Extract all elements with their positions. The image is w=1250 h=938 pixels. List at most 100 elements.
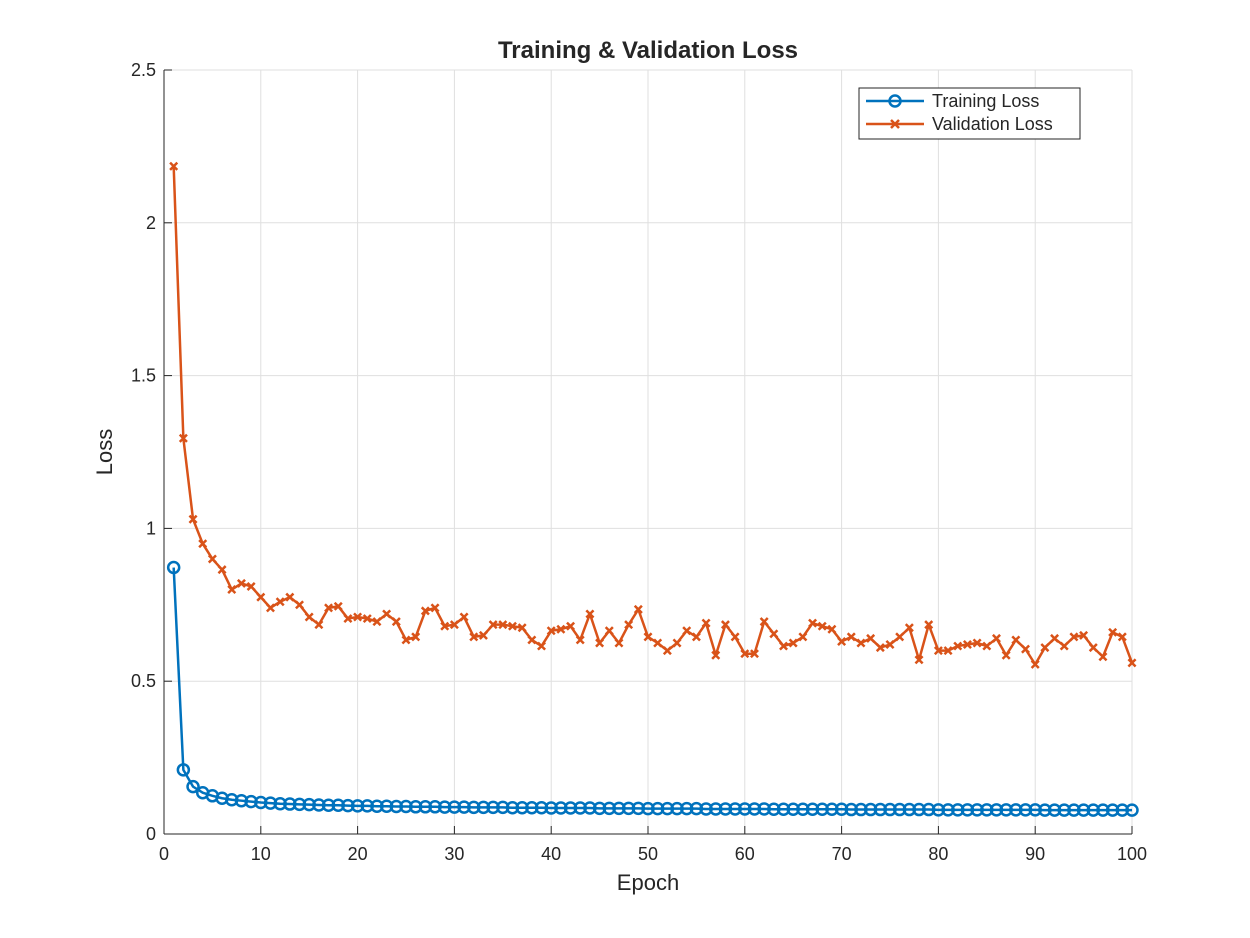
data-point-cross [895,632,905,642]
series-line [172,166,1134,666]
data-point-cross [808,618,818,628]
data-point-cross [595,638,605,648]
data-point-circle [1125,803,1139,817]
data-point-circle [563,801,578,815]
data-point-cross [933,646,943,656]
data-point-circle [1047,803,1062,817]
data-point-cross [304,612,314,622]
data-point-cross [362,614,372,624]
data-point-cross [198,539,208,549]
data-point-cross [391,617,401,627]
data-point-circle [1067,803,1081,817]
data-point-circle [999,803,1013,817]
data-point-cross [885,640,895,650]
data-point-cross [1059,641,1069,651]
data-point-cross [556,624,566,634]
data-point-circle [312,798,326,812]
data-point-circle [641,801,655,816]
data-point-circle [970,803,984,817]
data-point-cross [353,612,363,622]
legend-label-training: Training Loss [932,91,1039,111]
data-series [166,161,1139,817]
x-tick-label: 90 [1025,844,1045,864]
data-point-circle [921,802,936,817]
data-point-cross [585,609,595,619]
grid-lines [164,69,1133,834]
chart-title: Training & Validation Loss [498,37,798,64]
data-point-circle [1105,803,1120,817]
data-point-cross [236,578,246,588]
data-point-circle [989,803,1004,817]
legend-item-validation: Validation Loss [866,114,1053,134]
series-training [166,560,1139,817]
data-point-cross [982,641,992,651]
data-point-cross [449,620,459,630]
data-point-circle [515,800,529,815]
data-point-cross [478,630,488,640]
data-point-cross [643,632,653,642]
data-point-circle [418,800,433,814]
y-tick-label: 2.5 [131,60,156,80]
data-point-cross [740,649,750,659]
data-point-circle [892,802,907,817]
data-point-circle [186,779,200,794]
data-point-circle [1018,803,1033,817]
data-point-cross [1098,652,1108,662]
data-point-cross [188,514,198,524]
data-point-circle [1115,803,1130,817]
data-point-circle [428,800,442,814]
data-point-cross [430,603,440,613]
data-point-cross [314,620,324,630]
data-point-cross [953,641,963,651]
data-point-cross [827,624,837,634]
x-tick-label: 50 [638,844,658,864]
data-point-cross [604,626,614,636]
data-point-cross [324,603,334,613]
y-tick-label: 1 [146,518,156,538]
data-point-circle [467,800,481,815]
data-point-cross [1050,633,1060,643]
data-point-cross [730,632,740,642]
y-tick-label: 0.5 [131,671,156,691]
data-point-circle [476,800,491,815]
x-tick-label: 30 [444,844,464,864]
data-point-circle [612,801,626,816]
data-point-cross [265,603,275,613]
data-point-cross [517,623,527,633]
data-point-circle [738,802,752,816]
data-point-circle [621,801,636,816]
data-point-cross [972,638,982,648]
x-tick-label: 100 [1117,844,1147,864]
data-point-circle [408,800,423,814]
data-point-circle [951,803,965,817]
data-point-cross [962,640,972,650]
data-point-circle [728,802,742,816]
data-point-cross [217,565,227,575]
data-point-circle [1096,803,1110,817]
data-point-circle [331,798,345,813]
data-point-cross [459,612,469,622]
data-point-circle [902,802,917,817]
data-point-cross [682,626,692,636]
data-point-circle [573,801,587,815]
legend: Training Loss Validation Loss [858,87,1081,140]
data-point-cross [711,650,721,660]
data-point-cross [169,161,179,171]
data-point-circle [379,799,394,813]
data-point-circle [709,802,723,816]
data-point-circle [757,802,771,816]
data-point-circle [1076,803,1091,817]
data-point-cross [991,633,1001,643]
data-point-cross [333,601,343,611]
data-point-circle [592,801,607,816]
data-point-cross [1040,643,1050,653]
data-point-cross [1011,635,1021,645]
data-point-cross [1079,630,1089,640]
data-point-cross [749,649,759,659]
data-point-cross [498,620,508,630]
data-point-cross [662,646,672,656]
data-point-circle [834,802,849,816]
data-point-cross [866,633,876,643]
data-point-cross [575,635,585,645]
